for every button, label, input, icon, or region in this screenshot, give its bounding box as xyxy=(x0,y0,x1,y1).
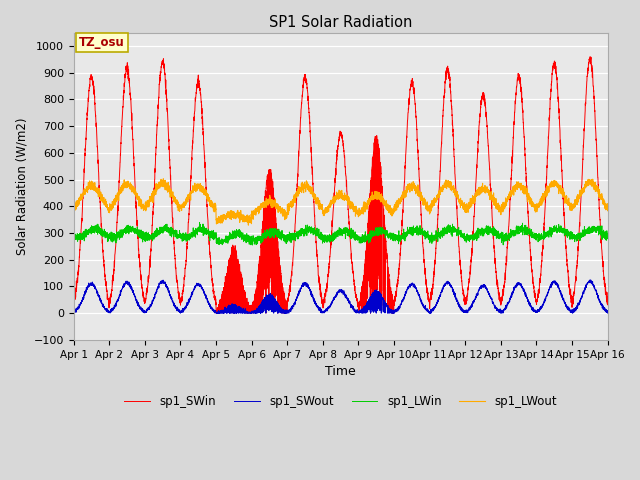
sp1_LWout xyxy=(604,205,612,211)
sp1_LWout xyxy=(604,204,611,210)
sp1_LWin xyxy=(166,228,173,234)
sp1_SWin xyxy=(491,248,499,254)
sp1_LWout xyxy=(244,222,252,228)
sp1_SWout xyxy=(491,302,499,308)
sp1_SWin xyxy=(321,296,328,302)
sp1_SWin xyxy=(166,157,173,163)
sp1_SWout xyxy=(604,308,611,313)
sp1_LWin xyxy=(604,235,611,241)
sp1_SWout xyxy=(586,277,594,283)
sp1_SWin xyxy=(586,54,594,60)
Line: sp1_LWout: sp1_LWout xyxy=(74,179,608,225)
sp1_LWin xyxy=(70,237,77,243)
sp1_SWout xyxy=(604,309,612,314)
sp1_SWin xyxy=(604,294,611,300)
sp1_LWin xyxy=(321,232,328,238)
Title: SP1 Solar Radiation: SP1 Solar Radiation xyxy=(269,15,412,30)
sp1_LWout xyxy=(461,202,468,208)
sp1_LWout xyxy=(491,203,499,208)
Line: sp1_SWin: sp1_SWin xyxy=(74,57,608,313)
sp1_SWout xyxy=(166,291,173,297)
sp1_LWin xyxy=(491,231,499,237)
sp1_LWout xyxy=(70,204,77,210)
sp1_SWout xyxy=(321,309,328,314)
sp1_SWout xyxy=(70,310,77,315)
sp1_LWin xyxy=(196,219,204,225)
sp1_LWin xyxy=(604,230,612,236)
sp1_LWin xyxy=(461,232,468,238)
sp1_LWout xyxy=(166,190,173,196)
Text: TZ_osu: TZ_osu xyxy=(79,36,125,49)
sp1_SWin xyxy=(70,300,77,306)
sp1_LWin xyxy=(248,242,256,248)
Line: sp1_LWin: sp1_LWin xyxy=(74,222,608,245)
sp1_SWin xyxy=(212,310,220,316)
Line: sp1_SWout: sp1_SWout xyxy=(74,280,608,313)
sp1_SWin xyxy=(604,298,612,303)
Legend: sp1_SWin, sp1_SWout, sp1_LWin, sp1_LWout: sp1_SWin, sp1_SWout, sp1_LWin, sp1_LWout xyxy=(119,390,562,413)
sp1_SWout xyxy=(177,310,184,316)
sp1_SWout xyxy=(431,304,438,310)
sp1_LWin xyxy=(431,234,438,240)
sp1_SWin xyxy=(431,257,438,263)
sp1_LWout xyxy=(159,176,167,181)
sp1_LWout xyxy=(321,207,328,213)
sp1_SWin xyxy=(460,296,468,301)
sp1_SWout xyxy=(460,308,468,313)
sp1_LWout xyxy=(431,199,438,204)
X-axis label: Time: Time xyxy=(325,365,356,378)
Y-axis label: Solar Radiation (W/m2): Solar Radiation (W/m2) xyxy=(15,118,28,255)
